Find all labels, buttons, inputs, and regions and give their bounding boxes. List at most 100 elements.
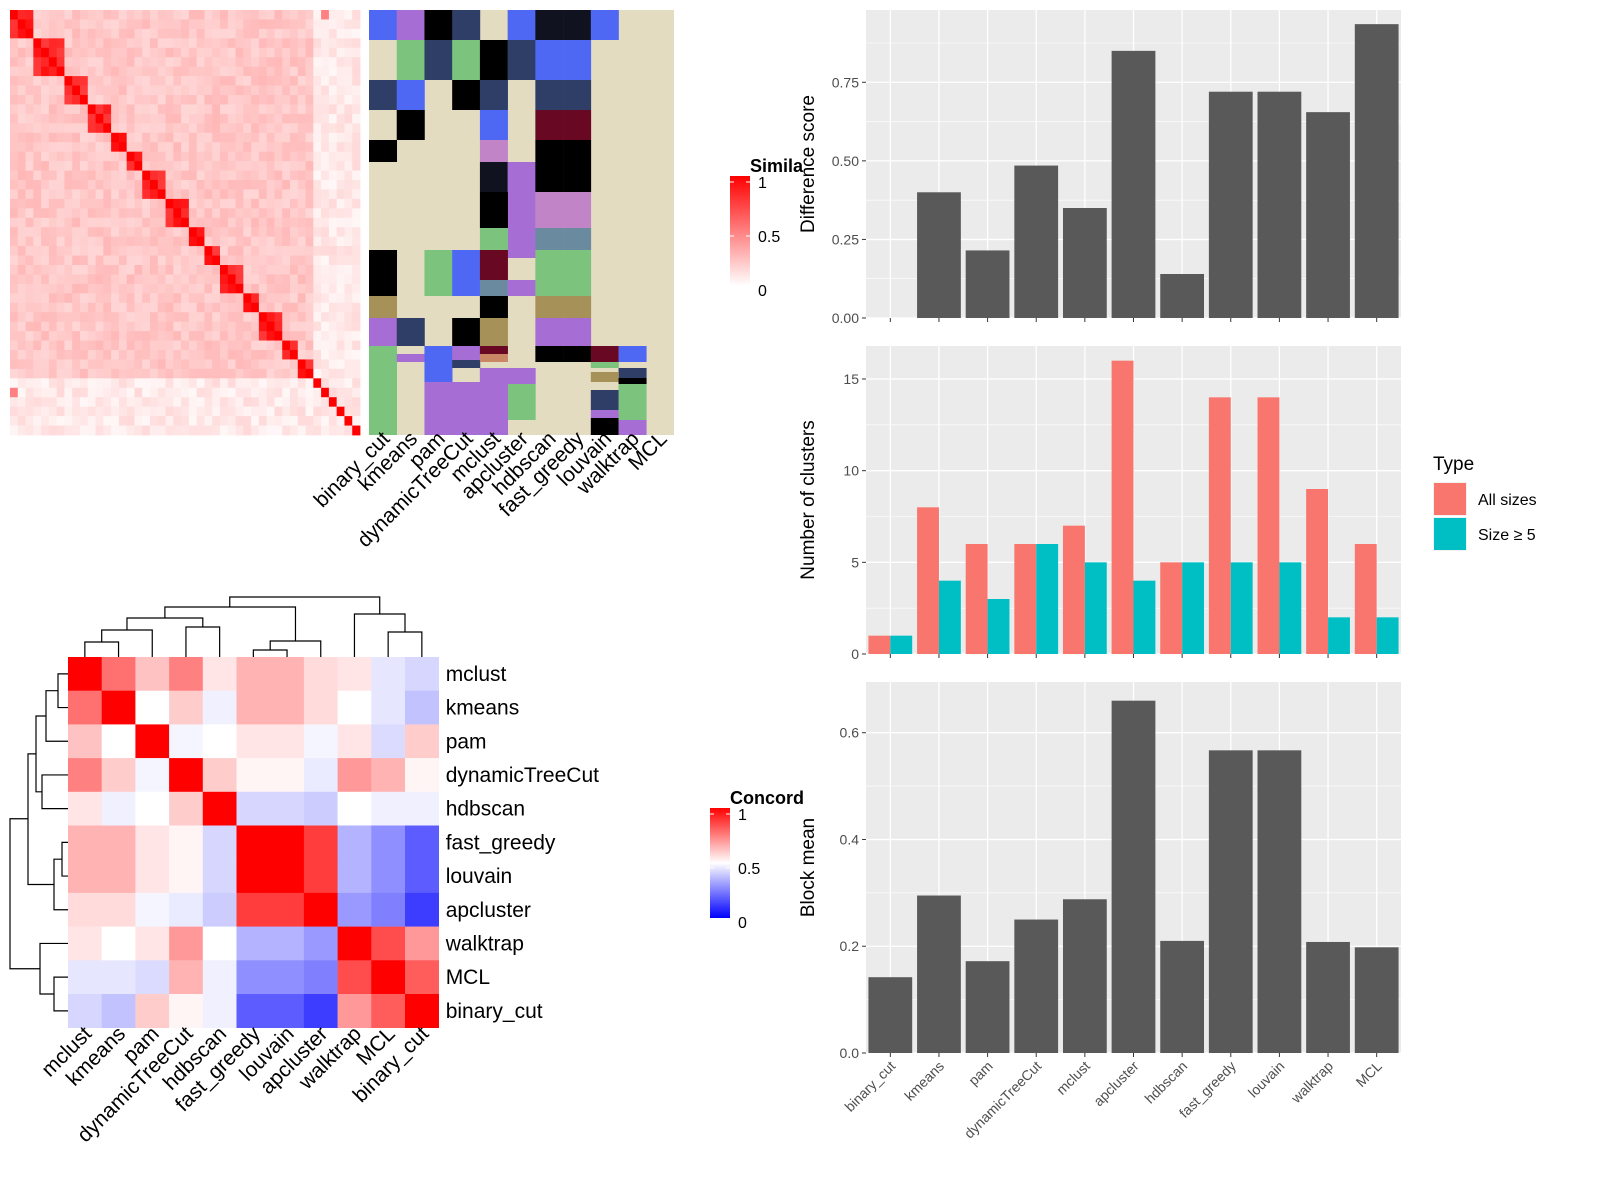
similarity-cell <box>220 198 229 209</box>
similarity-cell <box>258 416 268 426</box>
similarity-cell <box>235 38 244 49</box>
similarity-cell <box>157 180 166 190</box>
similarity-cell <box>290 331 299 341</box>
similarity-cell <box>48 274 58 285</box>
concordance-cell <box>68 758 102 793</box>
similarity-cell <box>266 76 275 86</box>
similarity-cell <box>150 312 159 323</box>
similarity-cell <box>321 19 330 30</box>
similarity-cell <box>227 255 236 266</box>
similarity-cell <box>290 236 299 247</box>
similarity-cell <box>227 161 236 171</box>
concordance-cell <box>405 892 439 927</box>
similarity-cell <box>251 198 260 209</box>
similarity-cell <box>134 274 143 285</box>
concordance-cell <box>202 960 237 995</box>
similarity-cell <box>111 113 120 124</box>
similarity-cell <box>181 350 190 360</box>
similarity-cell <box>10 312 19 323</box>
similarity-cell <box>103 217 112 228</box>
similarity-cell <box>157 95 166 105</box>
similarity-cell <box>328 340 338 351</box>
similarity-cell <box>134 368 143 379</box>
similarity-cell <box>165 113 174 124</box>
similarity-cell <box>305 302 314 313</box>
similarity-cell <box>227 387 236 398</box>
similarity-cell <box>188 132 198 143</box>
assignment-block <box>479 250 508 280</box>
similarity-cell <box>56 265 65 275</box>
concordance-cell <box>371 960 406 995</box>
similarity-cell <box>157 19 166 30</box>
assignment-block <box>535 40 564 80</box>
similarity-cell <box>227 227 236 238</box>
similarity-cell <box>220 255 229 266</box>
similarity-cell <box>297 227 306 238</box>
similarity-cell <box>103 425 112 436</box>
similarity-cell <box>157 265 166 275</box>
similarity-cell <box>282 397 291 408</box>
similarity-cell <box>251 142 260 153</box>
similarity-cell <box>33 161 42 171</box>
similarity-cell <box>352 331 361 341</box>
similarity-cell <box>17 265 26 275</box>
similarity-cell <box>274 104 283 115</box>
similarity-cell <box>173 283 182 294</box>
similarity-cell <box>305 208 314 219</box>
similarity-cell <box>103 416 112 426</box>
assignment-block <box>507 368 536 384</box>
assignment-block <box>563 192 592 228</box>
similarity-cell <box>17 180 26 190</box>
similarity-cell <box>80 76 89 86</box>
similarity-cell <box>266 95 275 105</box>
concordance-cell <box>236 926 271 961</box>
similarity-cell <box>344 38 353 49</box>
similarity-cell <box>95 350 104 360</box>
similarity-cell <box>212 312 221 323</box>
similarity-cell <box>235 340 244 351</box>
dendrogram-branch <box>84 641 120 657</box>
similarity-cell <box>274 255 283 266</box>
similarity-cell <box>118 104 128 115</box>
similarity-cell <box>17 38 26 49</box>
similarity-cell <box>220 321 229 332</box>
similarity-cell <box>290 425 299 436</box>
bar <box>965 961 1010 1053</box>
similarity-cell <box>126 151 135 162</box>
similarity-cell <box>64 208 73 219</box>
similarity-cell <box>344 10 353 20</box>
similarity-cell <box>17 113 26 124</box>
similarity-cell <box>321 340 330 351</box>
similarity-cell <box>227 378 236 389</box>
similarity-cell <box>33 359 42 370</box>
similarity-cell <box>157 28 166 39</box>
similarity-cell <box>251 123 260 134</box>
similarity-cell <box>17 350 26 360</box>
similarity-cell <box>227 113 236 124</box>
similarity-cell <box>251 66 260 77</box>
similarity-cell <box>305 113 314 124</box>
concordance-cell <box>68 690 102 725</box>
similarity-cell <box>64 425 73 436</box>
similarity-cell <box>243 368 252 379</box>
similarity-cell <box>25 104 34 115</box>
similarity-cell <box>243 321 252 332</box>
similarity-cell <box>87 28 96 39</box>
similarity-cell <box>134 350 143 360</box>
similarity-cell <box>173 95 182 105</box>
similarity-cell <box>227 198 236 209</box>
bar-all-sizes <box>1111 360 1134 654</box>
similarity-cell <box>64 38 73 49</box>
similarity-cell <box>274 95 283 105</box>
similarity-cell <box>33 95 42 105</box>
similarity-cell <box>305 57 314 68</box>
similarity-cell <box>87 321 96 332</box>
similarity-cell <box>282 123 291 134</box>
similarity-cell <box>173 255 182 266</box>
similarity-cell <box>150 350 159 360</box>
legend-label: Size ≥ 5 <box>1478 527 1536 544</box>
similarity-cell <box>25 378 34 389</box>
assignment-block <box>479 354 508 362</box>
similarity-cell <box>118 331 128 341</box>
similarity-cell <box>111 123 120 134</box>
